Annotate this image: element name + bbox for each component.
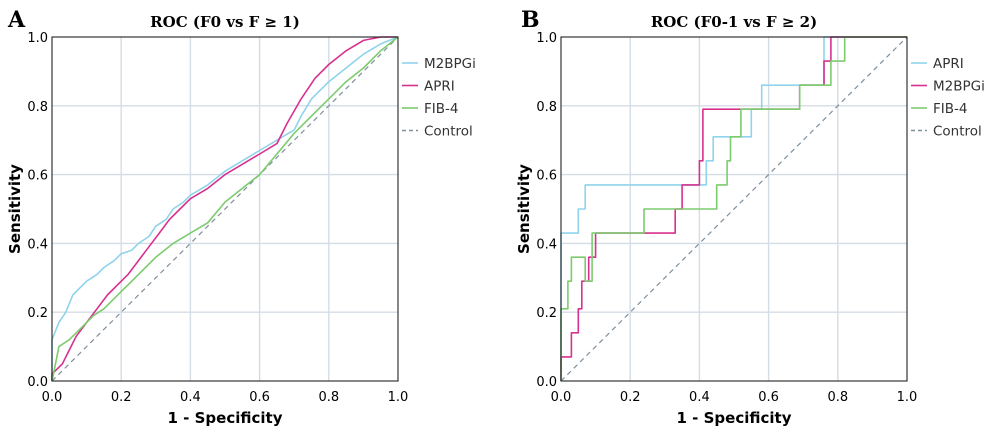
legend-entry: M2BPGi: [933, 79, 985, 95]
x-tick-label: 0.8: [827, 390, 848, 405]
y-tick-label: 0.0: [536, 375, 557, 390]
series-line-fib-4: [560, 36, 907, 381]
panel-label: A: [7, 7, 26, 33]
series-line-control: [51, 36, 399, 382]
x-axis-label: 1 - Specificity: [677, 409, 792, 427]
chart-title: ROC (F0-1 vs F ≥ 2): [651, 13, 817, 31]
y-tick-label: 0.0: [27, 375, 48, 390]
x-tick-label: 0.4: [180, 390, 201, 405]
plot-frame: [51, 36, 399, 382]
y-tick-label: 0.2: [536, 306, 557, 321]
legend-entry: FIB-4: [424, 101, 458, 117]
series-line-fib-4: [51, 36, 399, 382]
y-tick-label: 0.8: [536, 100, 557, 115]
y-tick-label: 1.0: [27, 31, 48, 46]
roc-panel-b: B ROC (F0-1 vs F ≥ 2) 0.0 0.2 0.4 0.6 0.8 1.0 0.…: [515, 7, 985, 427]
x-tick-label: 0.0: [551, 390, 572, 405]
legend-entry: M2BPGi: [424, 56, 476, 72]
legend: M2BPGi APRI FIB-4 Control: [402, 56, 476, 140]
legend-entry: APRI: [933, 56, 964, 72]
panel-label: B: [521, 7, 540, 33]
legend-entry: Control: [424, 124, 473, 140]
legend-entry: APRI: [424, 79, 455, 95]
series-line-m2bpgi: [51, 36, 399, 381]
x-tick-label: 0.2: [620, 390, 641, 405]
x-tick-label: 0.8: [318, 390, 339, 405]
y-axis-label: Sensitivity: [6, 164, 24, 254]
legend-entry: FIB-4: [933, 101, 967, 117]
y-tick-label: 1.0: [536, 31, 557, 46]
y-tick-label: 0.2: [27, 306, 48, 321]
series-line-apri: [51, 36, 398, 381]
x-tick-label: 1.0: [897, 390, 918, 405]
y-tick-label: 0.6: [27, 169, 48, 184]
series-line-apri: [560, 36, 907, 381]
series-line-control: [560, 36, 908, 382]
x-tick-label: 0.6: [758, 390, 779, 405]
y-tick-label: 0.4: [27, 237, 48, 252]
x-tick-label: 1.0: [388, 390, 409, 405]
chart-title: ROC (F0 vs F ≥ 1): [150, 13, 300, 31]
y-axis-label: Sensitivity: [515, 164, 533, 254]
x-tick-label: 0.6: [249, 390, 270, 405]
legend-entry: Control: [933, 124, 982, 140]
y-tick-label: 0.4: [536, 237, 557, 252]
roc-panel-a: A ROC (F0 vs F ≥ 1) 0.0 0.2 0.4 0.6 0.8 1.0 0.0 0…: [6, 7, 476, 427]
plot-frame: [560, 36, 908, 382]
legend: APRI M2BPGi FIB-4 Control: [911, 56, 985, 140]
x-axis-label: 1 - Specificity: [168, 409, 283, 427]
x-tick-label: 0.4: [689, 390, 710, 405]
x-tick-label: 0.2: [111, 390, 132, 405]
y-tick-label: 0.8: [27, 100, 48, 115]
y-tick-label: 0.6: [536, 169, 557, 184]
x-tick-label: 0.0: [42, 390, 63, 405]
